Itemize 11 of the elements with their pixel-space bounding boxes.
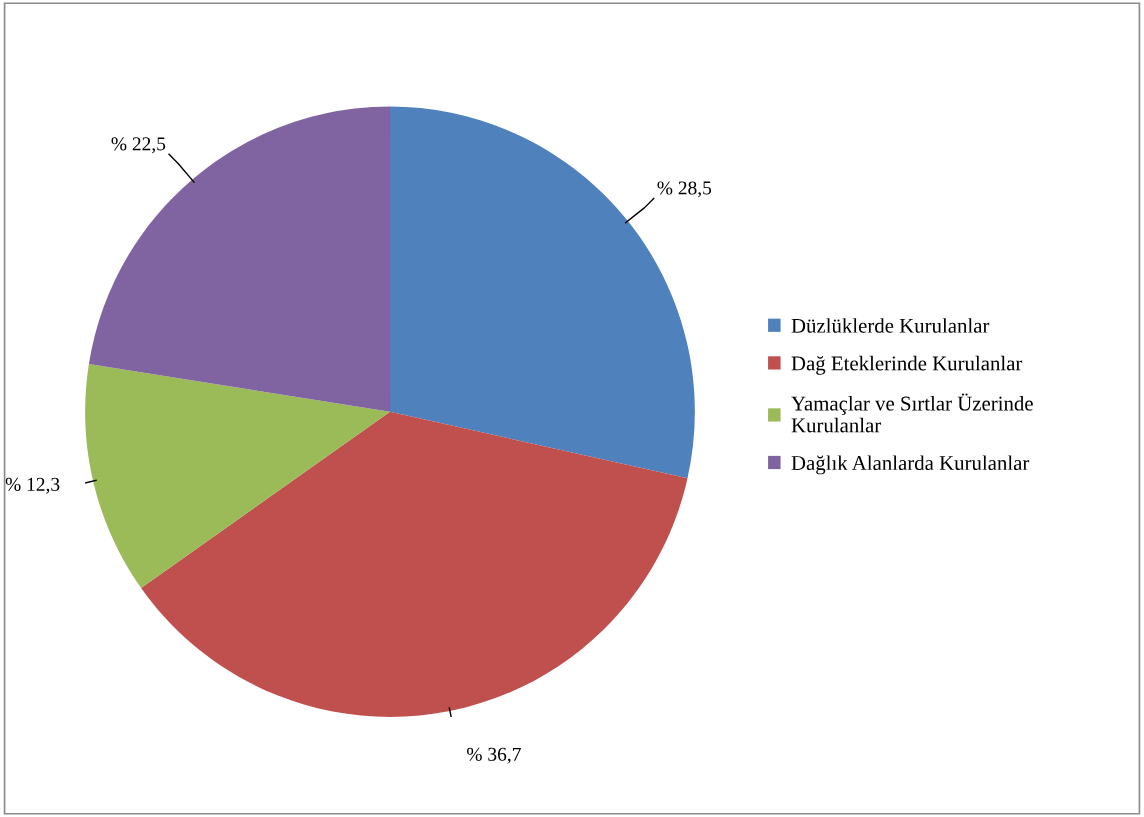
pie-slice [85, 364, 390, 589]
legend-label: Dağ Eteklerinde Kurulanlar [791, 355, 1023, 375]
data-label: % 12,3 [5, 477, 60, 494]
data-label: % 22,5 [111, 137, 166, 154]
legend-label: Düzlüklerde Kurulanlar [791, 318, 990, 333]
data-label: % 28,5 [657, 181, 712, 198]
legend-label: Yamaçlar ve Sırtlar Üzerinde Kurulanlar [791, 393, 1033, 433]
data-label: % 36,7 [466, 747, 521, 764]
pie-slice [88, 106, 390, 412]
pie-slice [141, 411, 688, 717]
legend-label: Dağlık Alanlarda Kurulanlar [791, 455, 1030, 475]
